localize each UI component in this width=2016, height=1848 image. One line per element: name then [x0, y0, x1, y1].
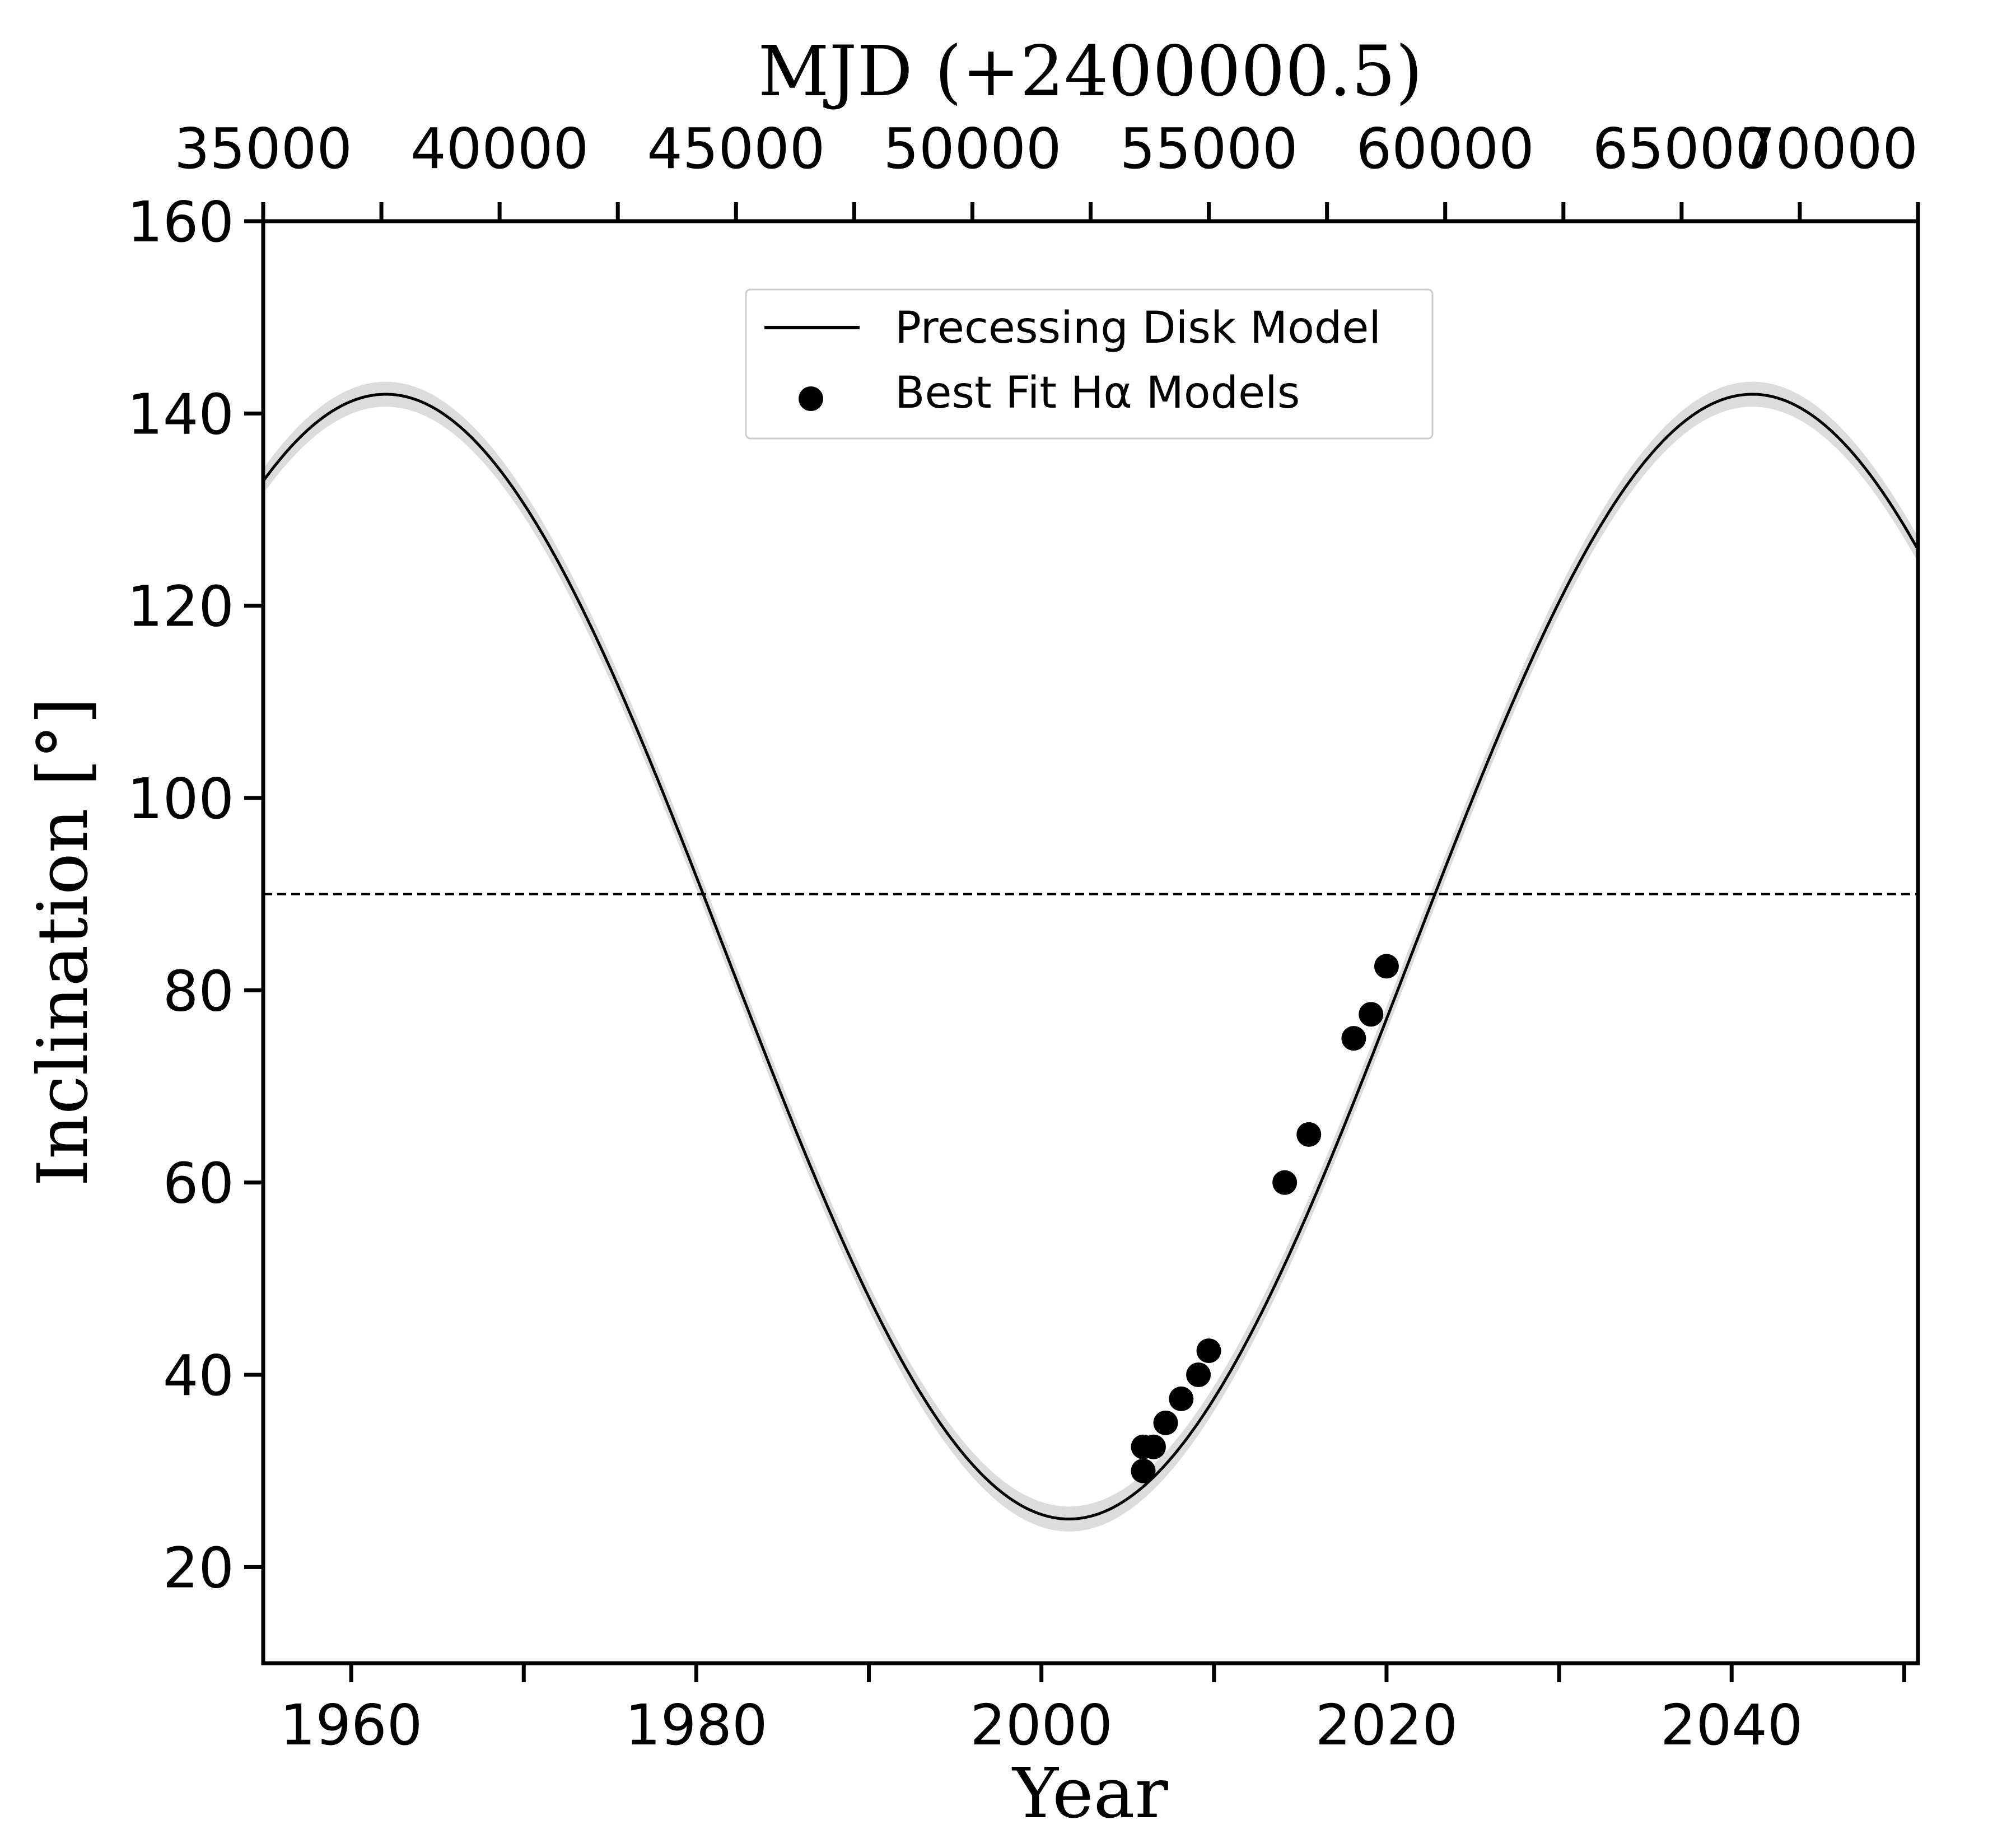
y-tick-label: 100 — [127, 766, 234, 832]
x2-tick-label: 40000 — [410, 116, 589, 181]
y-tick-label: 60 — [163, 1151, 234, 1216]
data-point-8 — [1296, 1122, 1322, 1147]
x-tick-label: 1980 — [625, 1692, 768, 1758]
legend-label-model: Precessing Disk Model — [895, 303, 1381, 353]
x2-tick-label: 50000 — [883, 116, 1061, 181]
y-tick-label: 160 — [127, 189, 234, 255]
x2-tick-label: 55000 — [1120, 116, 1298, 181]
data-point-7 — [1272, 1170, 1298, 1195]
x2-axis-title: MJD (+2400000.5) — [758, 31, 1423, 112]
data-point-3 — [1153, 1410, 1178, 1435]
y-tick-label: 40 — [163, 1343, 234, 1408]
legend-frame — [745, 288, 1434, 440]
model-line — [262, 393, 1920, 1521]
x-tick-label: 2040 — [1660, 1692, 1803, 1758]
legend: Precessing Disk Model Best Fit Hα Models — [745, 288, 1434, 440]
data-point-4 — [1169, 1386, 1194, 1411]
x-tick-label: 1960 — [280, 1692, 423, 1758]
y-axis-title: Inclination [°] — [23, 697, 104, 1187]
data-point-6 — [1196, 1338, 1221, 1364]
legend-dot-marker — [799, 386, 823, 411]
model-line-layer — [262, 393, 1920, 1521]
scatter-points-layer — [1131, 954, 1399, 1483]
legend-label-points: Best Fit Hα Models — [895, 368, 1300, 418]
x2-tick-label: 35000 — [174, 116, 352, 181]
data-point-0 — [1131, 1458, 1156, 1483]
x-tick-label: 2000 — [970, 1692, 1113, 1758]
data-point-2 — [1141, 1434, 1166, 1459]
y-tick-label: 140 — [127, 381, 234, 447]
x2-tick-label: 60000 — [1356, 116, 1534, 181]
x-axis-title: Year — [1011, 1753, 1168, 1834]
x2-tick-label: 65000 — [1593, 116, 1771, 181]
x2-tick-label: 70000 — [1740, 116, 1918, 181]
data-point-10 — [1359, 1002, 1384, 1027]
x2-tick-label: 45000 — [647, 116, 825, 181]
data-point-11 — [1374, 954, 1399, 979]
data-point-9 — [1341, 1026, 1366, 1051]
x-tick-label: 2020 — [1315, 1692, 1458, 1758]
y-tick-label: 120 — [127, 574, 234, 640]
y-tick-label: 80 — [163, 958, 234, 1024]
data-point-5 — [1186, 1362, 1211, 1387]
y-tick-label: 20 — [163, 1535, 234, 1600]
